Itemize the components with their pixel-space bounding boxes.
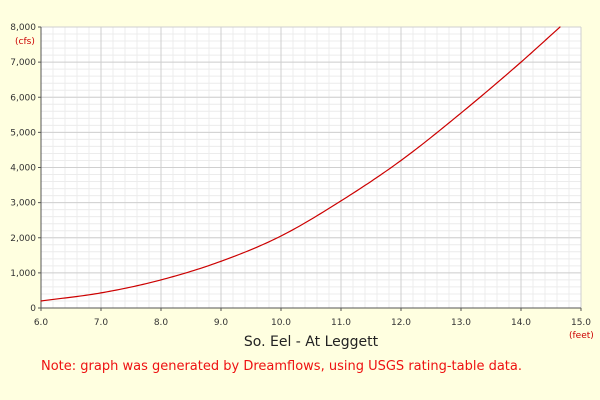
series-point	[559, 26, 561, 28]
x-tick-label: 9.0	[214, 318, 229, 328]
y-tick-label: 8,000	[10, 23, 36, 33]
y-tick-label: 4,000	[10, 164, 36, 174]
chart-note: Note: graph was generated by Dreamflows,…	[41, 359, 522, 374]
series-point	[400, 159, 402, 162]
x-tick-label: 12.0	[391, 318, 411, 328]
series-point	[520, 61, 522, 63]
y-tick-label: 0	[30, 304, 36, 314]
series-point	[40, 300, 42, 302]
y-tick-label: 6,000	[10, 93, 36, 103]
x-unit-label: (feet)	[569, 331, 594, 341]
y-unit-label: (cfs)	[15, 37, 35, 47]
series-point	[100, 292, 102, 294]
y-tick-label: 5,000	[10, 128, 36, 138]
axes	[38, 26, 582, 311]
x-tick-label: 11.0	[331, 318, 351, 328]
x-tick-label: 10.0	[271, 318, 291, 328]
y-tick-label: 3,000	[10, 199, 36, 209]
data-series	[40, 26, 561, 302]
x-tick-label: 15.0	[571, 318, 591, 328]
series-point	[220, 260, 222, 262]
x-tick-label: 7.0	[94, 318, 109, 328]
series-point	[280, 235, 282, 237]
x-tick-label: 13.0	[451, 318, 471, 328]
series-point	[160, 279, 162, 281]
series-line	[40, 26, 561, 302]
series-point	[460, 112, 462, 114]
chart-title: So. Eel - At Leggett	[244, 334, 379, 350]
x-tick-label: 14.0	[511, 318, 531, 328]
y-tick-label: 1,000	[10, 269, 36, 279]
y-tick-label: 7,000	[10, 58, 36, 68]
y-tick-label: 2,000	[10, 234, 36, 244]
x-tick-label: 8.0	[154, 318, 169, 328]
tick-labels: 6.0 7.0 8.0 9.0 10.0 11.0 12.0 13.0 14.0 15.0 0 1,0…	[10, 23, 591, 328]
series-point	[340, 200, 342, 202]
x-tick-label: 6.0	[34, 318, 49, 328]
